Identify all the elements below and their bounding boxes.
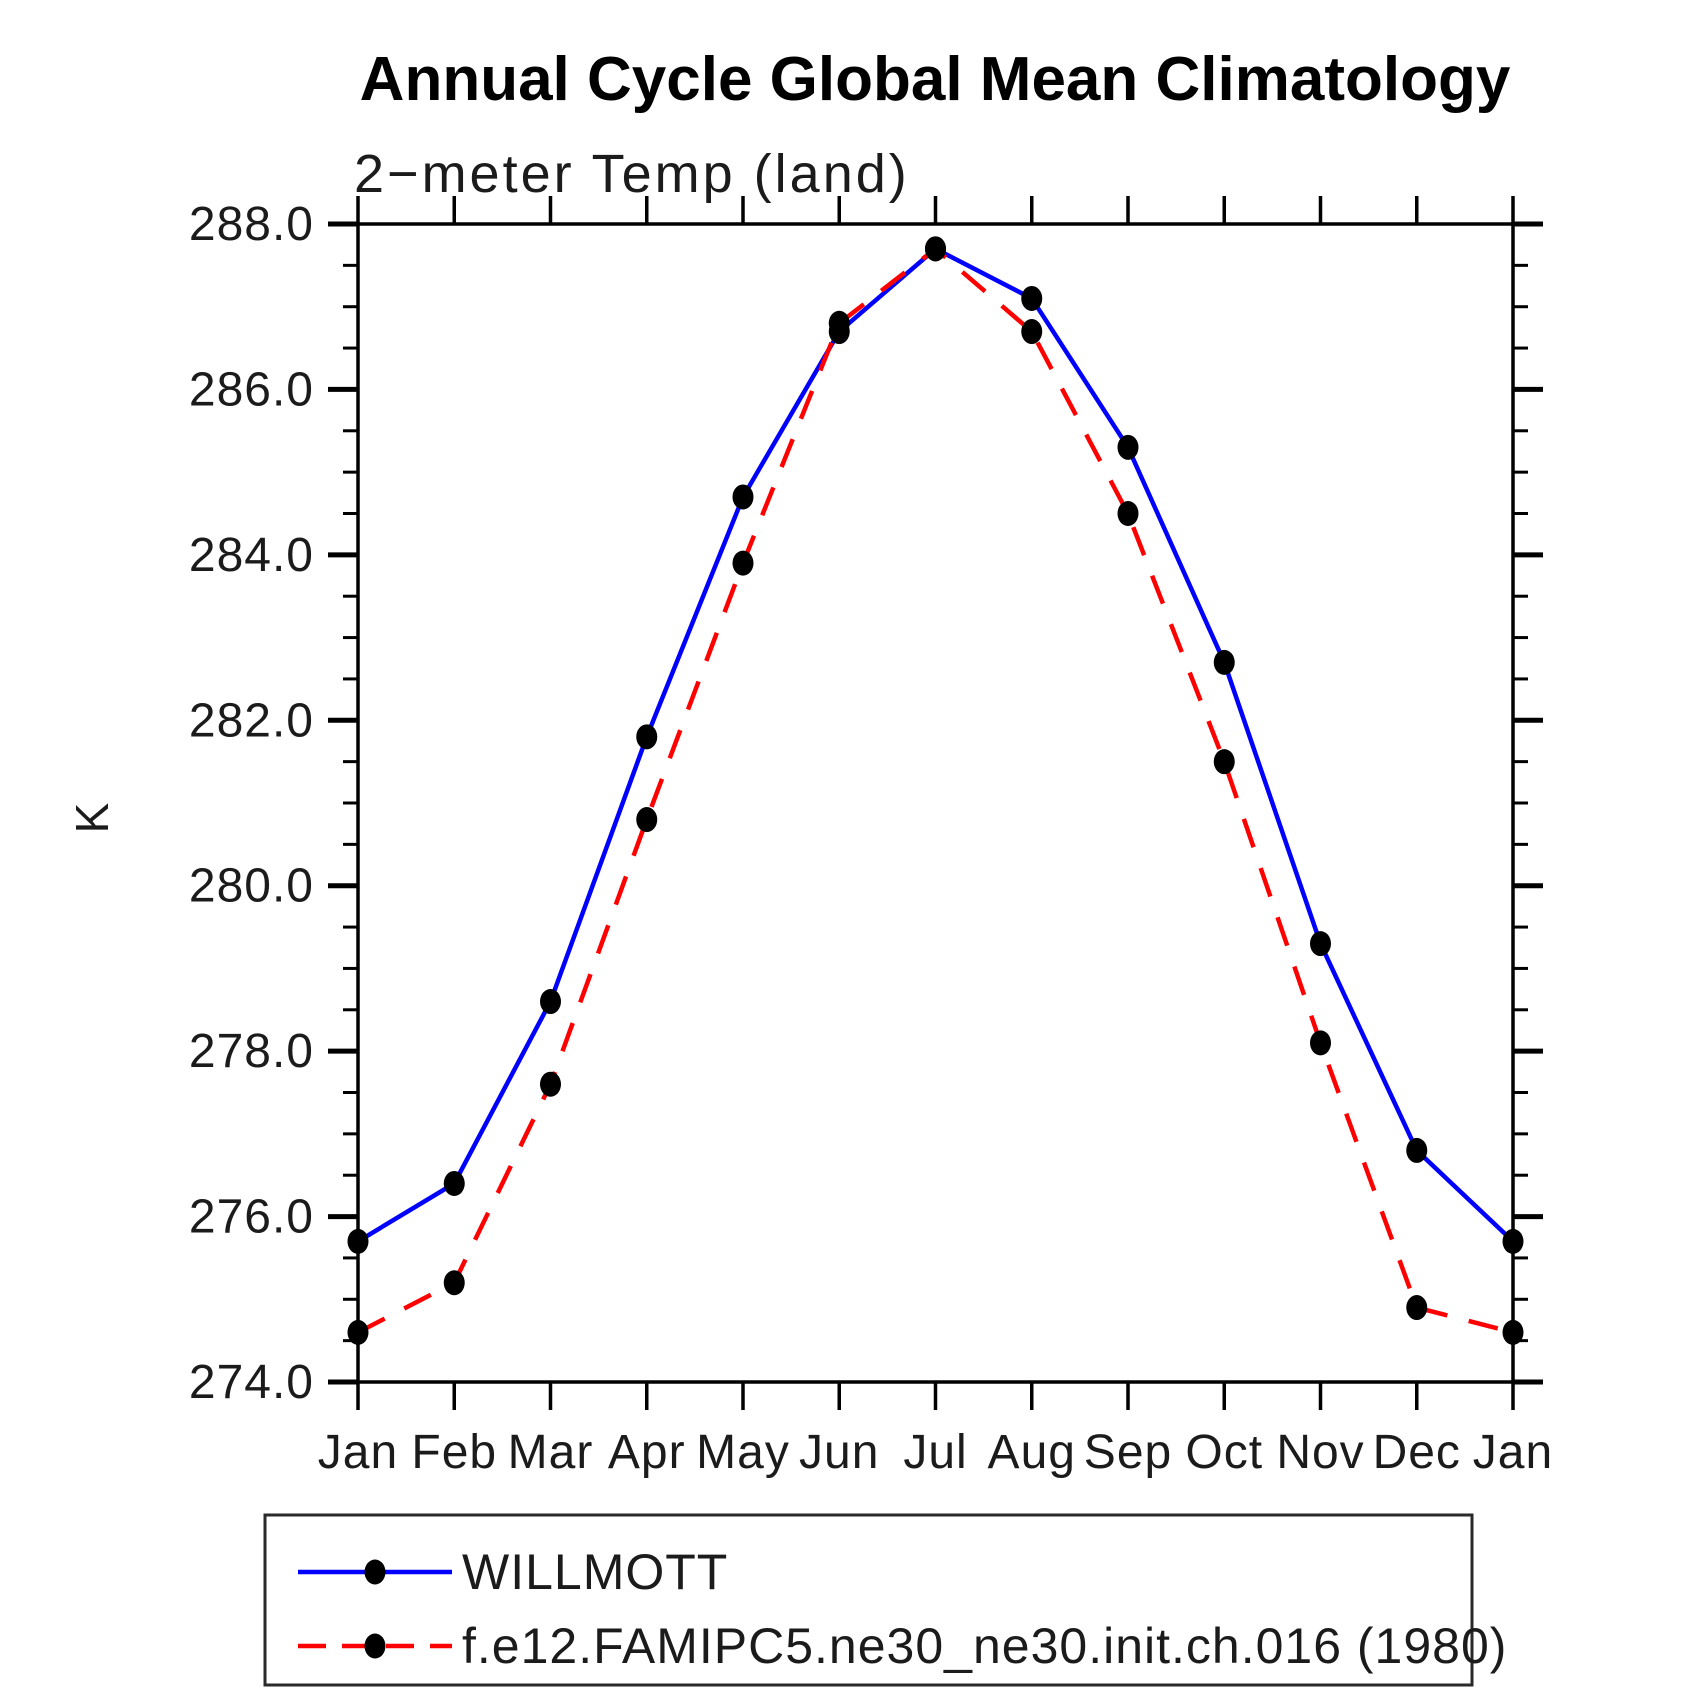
data-point bbox=[1021, 319, 1043, 345]
data-point bbox=[1213, 749, 1235, 775]
x-tick-label: Jan bbox=[1473, 1426, 1553, 1479]
x-tick-label: Apr bbox=[608, 1426, 686, 1479]
y-tick-label: 286.0 bbox=[189, 363, 314, 416]
y-tick-label: 278.0 bbox=[189, 1025, 314, 1078]
data-point bbox=[347, 1228, 369, 1254]
data-point bbox=[1213, 649, 1235, 675]
data-point bbox=[828, 310, 850, 336]
data-point bbox=[1502, 1319, 1524, 1345]
x-tick-label: Oct bbox=[1185, 1426, 1263, 1479]
data-point bbox=[443, 1270, 465, 1296]
data-point bbox=[540, 989, 561, 1015]
x-tick-label: Mar bbox=[508, 1426, 594, 1479]
y-tick-label: 288.0 bbox=[189, 198, 314, 251]
data-point bbox=[1021, 285, 1043, 311]
data-point bbox=[443, 1170, 465, 1196]
x-tick-label: Jan bbox=[318, 1426, 398, 1479]
y-tick-label: 284.0 bbox=[189, 529, 314, 582]
data-point bbox=[1117, 434, 1139, 460]
x-tick-label: Feb bbox=[411, 1426, 497, 1479]
data-point bbox=[1502, 1228, 1524, 1254]
data-point bbox=[540, 1071, 561, 1097]
x-tick-label: Jun bbox=[799, 1426, 879, 1479]
series-line-1 bbox=[356, 245, 1514, 1335]
x-tick-label: Jul bbox=[903, 1426, 967, 1479]
y-tick-label: 280.0 bbox=[189, 860, 314, 913]
x-tick-label: Dec bbox=[1373, 1426, 1461, 1479]
data-point bbox=[1117, 501, 1139, 526]
data-point bbox=[1310, 931, 1331, 957]
chart-subtitle: 2−meter Temp (land) bbox=[354, 144, 910, 204]
x-tick-label: May bbox=[696, 1426, 790, 1479]
data-point bbox=[636, 807, 658, 833]
data-point bbox=[925, 236, 946, 262]
plot-area: 274.0 276.0 278.0 280.0 282.0 284.0 286.0 288.0… bbox=[189, 196, 1553, 1479]
data-point bbox=[1406, 1295, 1428, 1321]
legend-label-model: f.e12.FAMIPC5.ne30_ne30.init.ch.016 (198… bbox=[462, 1618, 1507, 1674]
data-point bbox=[347, 1319, 369, 1345]
y-tick-label: 276.0 bbox=[189, 1191, 314, 1244]
x-tick-label: Nov bbox=[1276, 1426, 1364, 1479]
data-point bbox=[732, 550, 754, 576]
legend-entry-willmott: WILLMOTT bbox=[298, 1544, 728, 1600]
data-point bbox=[1310, 1030, 1331, 1056]
y-tick-label: 274.0 bbox=[189, 1356, 314, 1409]
plot-box bbox=[356, 222, 1515, 1384]
legend: WILLMOTT f.e12.FAMIPC5.ne30_ne30.init.ch… bbox=[263, 1513, 1507, 1687]
x-tick-label: Sep bbox=[1084, 1426, 1172, 1479]
chart-title: Annual Cycle Global Mean Climatology bbox=[360, 45, 1511, 114]
legend-entry-model: f.e12.FAMIPC5.ne30_ne30.init.ch.016 (198… bbox=[298, 1618, 1507, 1674]
data-point bbox=[636, 724, 658, 750]
legend-marker-dot-icon bbox=[364, 1633, 386, 1659]
data-point bbox=[1406, 1137, 1428, 1163]
legend-marker-dot-icon bbox=[364, 1559, 386, 1585]
legend-box bbox=[263, 1513, 1474, 1687]
y-axis-unit-label: K bbox=[66, 802, 118, 833]
x-tick-label: Aug bbox=[988, 1426, 1076, 1479]
legend-label-willmott: WILLMOTT bbox=[462, 1544, 728, 1600]
data-point bbox=[732, 484, 754, 510]
y-tick-label: 282.0 bbox=[189, 694, 314, 747]
